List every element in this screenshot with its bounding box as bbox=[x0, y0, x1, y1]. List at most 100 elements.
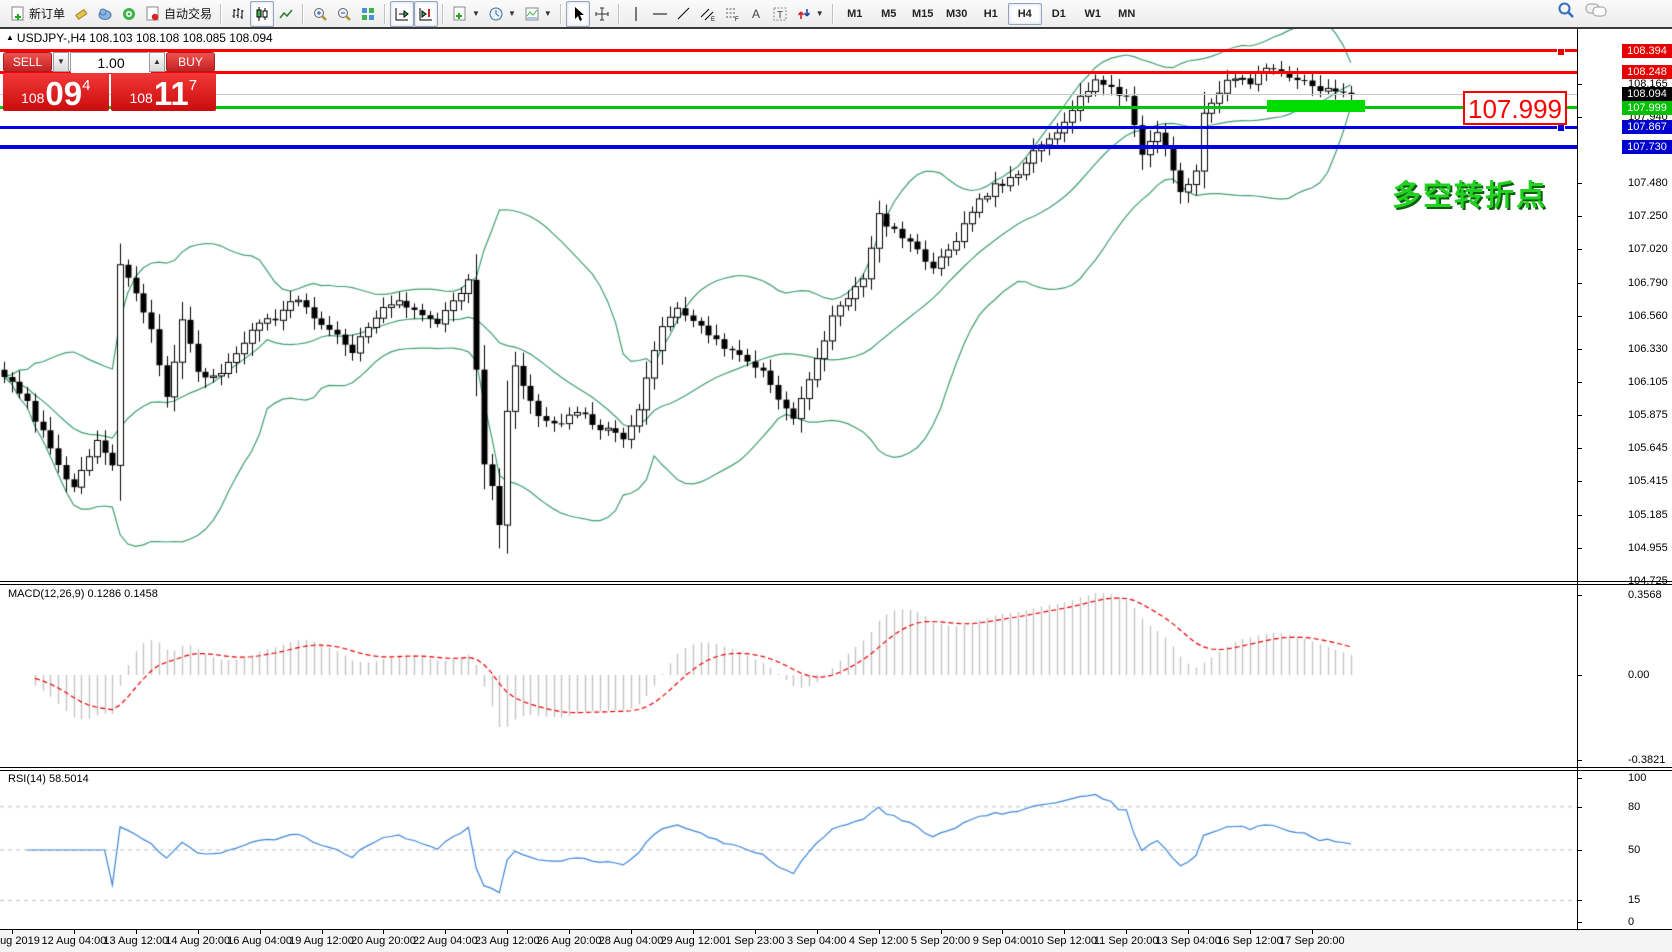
volume-decrease-button[interactable]: ▼ bbox=[53, 52, 69, 72]
search-icon[interactable] bbox=[1557, 1, 1575, 24]
price-tag-107.867: 107.867 bbox=[1622, 120, 1672, 135]
periods-menu-button[interactable]: ▼ bbox=[484, 1, 520, 27]
toolbar-separator bbox=[559, 3, 562, 24]
chat-icon[interactable] bbox=[1585, 1, 1607, 24]
sell-price-big: 09 bbox=[45, 75, 83, 112]
date-label: 3 Sep 04:00 bbox=[787, 935, 847, 947]
price-tick-mark bbox=[1577, 249, 1582, 251]
price-tick-mark bbox=[1577, 547, 1582, 549]
tf-MN[interactable]: MN bbox=[1118, 7, 1136, 20]
signals-button[interactable] bbox=[117, 1, 141, 27]
chevron-down-icon: ▼ bbox=[543, 9, 552, 18]
line-chart-button[interactable] bbox=[274, 1, 298, 27]
hline-107.730[interactable] bbox=[0, 144, 1577, 149]
hline-108.248[interactable] bbox=[0, 70, 1577, 74]
hline-107.999[interactable] bbox=[0, 106, 1577, 110]
rsi-tick-label: 80 bbox=[1628, 800, 1641, 813]
date-label: 10 Sep 12:00 bbox=[1031, 935, 1098, 947]
market-button[interactable] bbox=[93, 1, 117, 27]
hline-108.094[interactable] bbox=[0, 93, 1577, 95]
crosshair-tool-button[interactable] bbox=[590, 1, 614, 27]
horizontal-line-tool-button[interactable] bbox=[648, 1, 672, 27]
green-highlight-bar[interactable] bbox=[1267, 100, 1365, 112]
sell-button[interactable]: SELL bbox=[3, 52, 52, 72]
tf-M5[interactable]: M5 bbox=[881, 7, 897, 20]
price-chart-canvas[interactable] bbox=[0, 29, 1577, 581]
price-tick-mark bbox=[1577, 349, 1582, 351]
candlestick-chart-button[interactable] bbox=[250, 0, 275, 27]
trendline-icon bbox=[676, 6, 692, 22]
date-label: 28 Aug 04:00 bbox=[598, 935, 664, 947]
arrows-menu-button[interactable]: ▼ bbox=[792, 1, 828, 27]
hline-108.394[interactable] bbox=[0, 49, 1577, 53]
date-tick-mark bbox=[507, 930, 509, 934]
tf-D1[interactable]: D1 bbox=[1051, 7, 1066, 20]
templates-menu-button[interactable]: ▼ bbox=[520, 1, 556, 27]
tf-H1[interactable]: H1 bbox=[983, 7, 998, 20]
tf-M1[interactable]: M1 bbox=[847, 7, 863, 20]
trendline-tool-button[interactable] bbox=[672, 1, 696, 27]
zoom-in-button[interactable] bbox=[308, 1, 332, 27]
indicators-menu-button[interactable]: ▼ bbox=[448, 1, 484, 27]
pane-separator[interactable] bbox=[0, 584, 1672, 585]
date-label: 14 Aug 20:00 bbox=[165, 935, 231, 947]
toolbar-separator bbox=[220, 3, 223, 24]
price-callout-label[interactable]: 107.999 bbox=[1463, 91, 1567, 125]
tf-M30[interactable]: M30 bbox=[946, 7, 968, 20]
fibonacci-tool-button[interactable]: F bbox=[720, 1, 744, 27]
date-label: 20 Aug 20:00 bbox=[350, 935, 416, 947]
price-tick-label: 105.185 bbox=[1628, 508, 1668, 521]
text-a-icon: A bbox=[748, 6, 764, 22]
hline-107.867[interactable] bbox=[0, 125, 1577, 129]
chart-shift-button[interactable] bbox=[414, 0, 439, 27]
arrows-icon bbox=[796, 6, 812, 22]
tf-H4[interactable]: H4 bbox=[1007, 2, 1042, 25]
bar-chart-button[interactable] bbox=[226, 1, 250, 27]
tile-windows-button[interactable] bbox=[356, 1, 380, 27]
price-tag-107.730: 107.730 bbox=[1622, 139, 1672, 154]
text-tool-button[interactable]: A bbox=[744, 1, 768, 27]
pane-separator[interactable] bbox=[0, 581, 1672, 582]
buy-price-display[interactable]: 108 11 7 bbox=[110, 73, 216, 111]
vertical-line-tool-button[interactable] bbox=[624, 1, 648, 27]
toolbar-right bbox=[1557, 1, 1607, 24]
tf-M15[interactable]: M15 bbox=[912, 7, 934, 20]
styler-button[interactable] bbox=[69, 1, 93, 27]
tile-windows-icon bbox=[360, 6, 376, 22]
date-tick-mark bbox=[259, 930, 261, 934]
auto-scroll-button[interactable] bbox=[390, 0, 415, 27]
volume-field-wrap bbox=[70, 52, 151, 73]
tf-W1[interactable]: W1 bbox=[1084, 7, 1101, 20]
chart-symbol-header: ▲ USDJPY-,H4 108.103 108.108 108.085 108.… bbox=[6, 31, 273, 45]
macd-pane-canvas[interactable] bbox=[0, 585, 1577, 767]
chevron-down-icon: ▼ bbox=[815, 9, 824, 18]
template-icon bbox=[524, 6, 540, 22]
buy-button[interactable]: BUY bbox=[166, 52, 215, 72]
sell-price-display[interactable]: 108 09 4 bbox=[3, 73, 109, 111]
cursor-tool-button[interactable] bbox=[565, 0, 590, 27]
chinese-annotation[interactable]: 多空转折点 bbox=[1392, 180, 1548, 212]
pane-separator[interactable] bbox=[0, 767, 1672, 768]
pane-separator[interactable] bbox=[0, 770, 1672, 771]
toolbar-separator bbox=[442, 3, 445, 24]
volume-increase-button[interactable]: ▲ bbox=[149, 52, 165, 72]
date-label: 5 Sep 20:00 bbox=[910, 935, 971, 947]
rsi-pane-canvas[interactable] bbox=[0, 771, 1577, 929]
volume-input[interactable] bbox=[71, 53, 151, 73]
date-label: 12 Aug 04:00 bbox=[41, 935, 107, 947]
price-tick-mark bbox=[1577, 84, 1582, 85]
line-anchor-marker bbox=[1557, 47, 1565, 56]
date-label: 23 Aug 12:00 bbox=[474, 935, 540, 947]
auto-trading-button[interactable]: 自动交易 bbox=[141, 1, 216, 27]
new-order-button[interactable]: 新订单 bbox=[6, 1, 69, 27]
label-tool-button[interactable]: T bbox=[768, 1, 792, 27]
line-chart-icon bbox=[278, 6, 294, 22]
zoom-out-button[interactable] bbox=[332, 1, 356, 27]
bar-chart-icon bbox=[230, 6, 246, 22]
date-tick-mark bbox=[135, 930, 137, 934]
date-label: 22 Aug 04:00 bbox=[412, 935, 478, 947]
channel-tool-button[interactable]: E bbox=[696, 1, 720, 27]
price-tick-mark bbox=[1577, 381, 1582, 383]
collapse-triangle-icon[interactable]: ▲ bbox=[6, 33, 14, 42]
